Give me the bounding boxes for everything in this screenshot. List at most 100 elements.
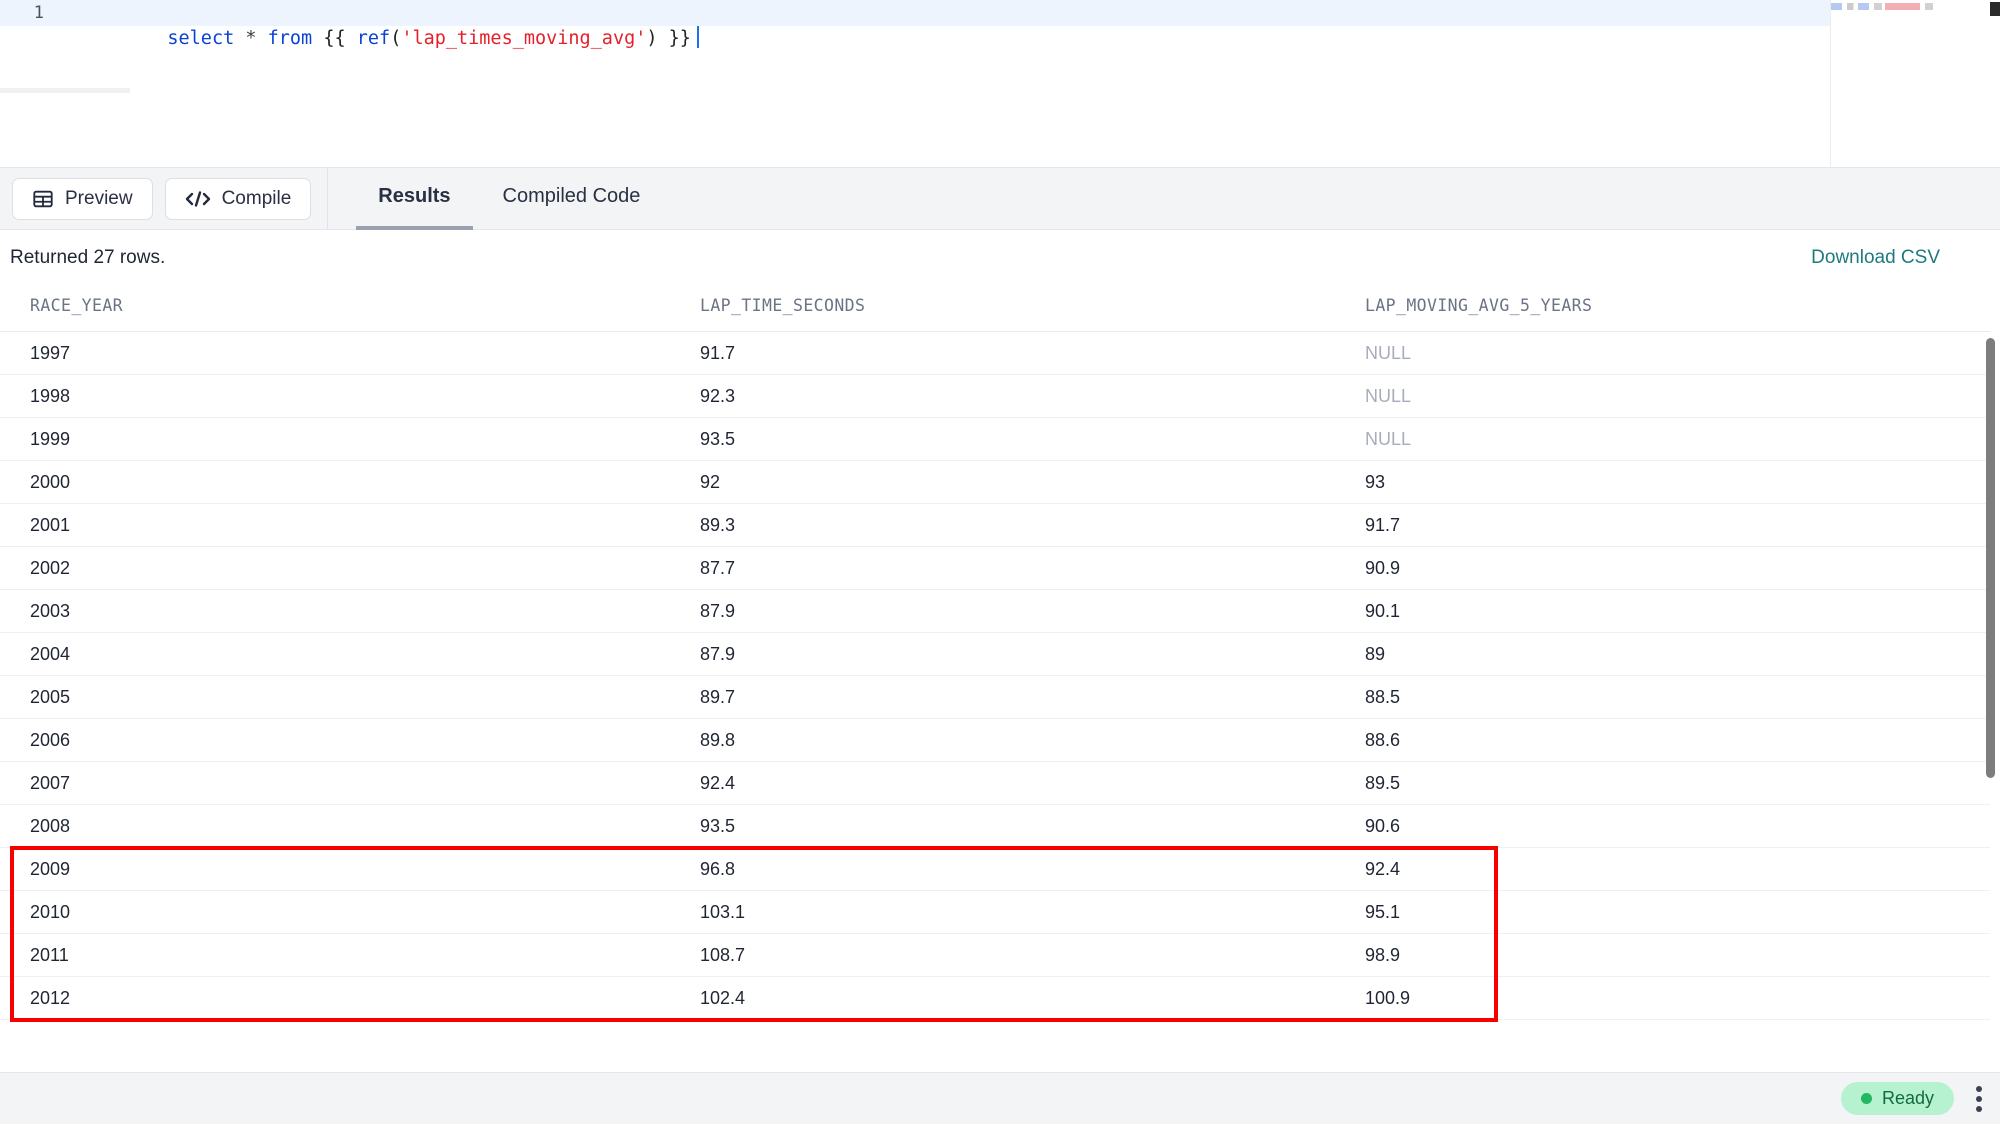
cell-race-year: 2011: [0, 933, 700, 977]
table-row[interactable]: 2004 87.9 89: [0, 632, 1990, 676]
results-table-head: RACE_YEAR LAP_TIME_SECONDS LAP_MOVING_AVG_…: [0, 286, 1990, 332]
table-row[interactable]: 2008 93.5 90.6: [0, 804, 1990, 848]
cell-lap-moving-avg-5-years: 91.7: [1365, 503, 1990, 547]
cell-lap-time-seconds: 92.4: [700, 761, 1365, 805]
status-dot-icon: [1860, 1093, 1872, 1104]
results-vertical-scrollbar[interactable]: [1986, 338, 1995, 778]
cell-race-year: 2009: [0, 847, 700, 891]
more-options-icon[interactable]: [1972, 1082, 1986, 1116]
compile-button-label: Compile: [221, 187, 292, 209]
editor-vertical-scrollbar[interactable]: [1990, 2, 2000, 16]
cell-race-year: 2002: [0, 546, 700, 590]
editor-minimap[interactable]: [1830, 0, 1990, 167]
cell-lap-time-seconds: 87.9: [700, 589, 1365, 633]
results-table-body: 1997 91.7 NULL 1998 92.3 NULL 1999 93.5 NULL 2000…: [0, 331, 1990, 1020]
code-token-1: *: [245, 28, 268, 49]
cell-race-year: 2010: [0, 890, 700, 934]
cell-lap-moving-avg-5-years: 88.5: [1365, 675, 1990, 719]
table-row[interactable]: 2005 89.7 88.5: [0, 675, 1990, 719]
cell-lap-time-seconds: 87.9: [700, 632, 1365, 676]
sql-editor[interactable]: 1 select * from {{ ref('lap_times_moving…: [0, 0, 2000, 168]
code-token-6: 'lap_times_moving_avg': [401, 28, 647, 49]
cell-lap-moving-avg-5-years: 89: [1365, 632, 1990, 676]
column-header-race_year[interactable]: RACE_YEAR: [0, 286, 700, 332]
results-header: Returned 27 rows. Download CSV: [0, 230, 2000, 286]
cell-race-year: 1997: [0, 331, 700, 375]
table-row[interactable]: 1998 92.3 NULL: [0, 374, 1990, 418]
cell-race-year: 1999: [0, 417, 700, 461]
code-token-7: ): [646, 28, 658, 49]
cell-lap-moving-avg-5-years: 98.9: [1365, 933, 1990, 977]
column-header-lap_moving_avg_5_years[interactable]: LAP_MOVING_AVG_5_YEARS: [1365, 286, 1990, 332]
table-row[interactable]: 2009 96.8 92.4: [0, 847, 1990, 891]
table-row[interactable]: 1997 91.7 NULL: [0, 331, 1990, 375]
code-tokens: select * from {{ ref('lap_times_moving_a…: [167, 28, 691, 49]
cell-race-year: 2004: [0, 632, 700, 676]
tab-compiled-code[interactable]: Compiled Code: [502, 185, 641, 207]
tab-results[interactable]: Results: [356, 168, 473, 230]
code-token-4: ref: [356, 28, 391, 49]
cell-lap-time-seconds: 96.8: [700, 847, 1365, 891]
cell-lap-moving-avg-5-years: NULL: [1365, 331, 1990, 375]
cell-lap-time-seconds: 89.3: [700, 503, 1365, 547]
cell-lap-time-seconds: 92: [700, 460, 1365, 504]
preview-button-label: Preview: [65, 187, 133, 209]
editor-placeholder-rule: [0, 88, 130, 93]
code-token-0: select: [167, 28, 246, 49]
status-badge-label: Ready: [1881, 1088, 1934, 1108]
cell-lap-moving-avg-5-years: 89.5: [1365, 761, 1990, 805]
table-grid-icon: [32, 188, 54, 210]
cell-race-year: 2001: [0, 503, 700, 547]
table-row[interactable]: 2001 89.3 91.7: [0, 503, 1990, 547]
table-header-row: RACE_YEAR LAP_TIME_SECONDS LAP_MOVING_AVG_…: [0, 286, 1990, 332]
cell-lap-time-seconds: 93.5: [700, 804, 1365, 848]
cell-lap-moving-avg-5-years: NULL: [1365, 417, 1990, 461]
table-row[interactable]: 2006 89.8 88.6: [0, 718, 1990, 762]
code-token-2: from: [267, 28, 324, 49]
cell-lap-moving-avg-5-years: 100.9: [1365, 976, 1990, 1020]
editor-scroll-area[interactable]: 1 select * from {{ ref('lap_times_moving…: [0, 0, 2000, 167]
cell-lap-time-seconds: 93.5: [700, 417, 1365, 461]
table-row[interactable]: 2000 92 93: [0, 460, 1990, 504]
table-row[interactable]: 2002 87.7 90.9: [0, 546, 1990, 590]
table-row[interactable]: 1999 93.5 NULL: [0, 417, 1990, 461]
action-button-group: Preview Compile: [0, 177, 327, 220]
cell-race-year: 2006: [0, 718, 700, 762]
toolbar-divider: [327, 167, 329, 230]
cell-lap-time-seconds: 102.4: [700, 976, 1365, 1020]
rows-returned-text: Returned 27 rows.: [10, 247, 166, 268]
cell-race-year: 2005: [0, 675, 700, 719]
line-number: 1: [33, 3, 44, 23]
cell-lap-moving-avg-5-years: 90.6: [1365, 804, 1990, 848]
cell-race-year: 1998: [0, 374, 700, 418]
code-token-5: (: [390, 28, 402, 49]
cell-lap-moving-avg-5-years: 88.6: [1365, 718, 1990, 762]
results-table-container[interactable]: RACE_YEAR LAP_TIME_SECONDS LAP_MOVING_AVG_…: [0, 286, 2000, 1072]
code-content[interactable]: select * from {{ ref('lap_times_moving_a…: [56, 0, 699, 78]
table-row[interactable]: 2010 103.1 95.1: [0, 890, 1990, 934]
results-toolbar: Preview Compile Results Compiled Code: [0, 167, 2000, 230]
cell-race-year: 2000: [0, 460, 700, 504]
text-caret: [696, 26, 699, 48]
table-row[interactable]: 2012 102.4 100.9: [0, 976, 1990, 1020]
editor-line-1[interactable]: 1 select * from {{ ref('lap_times_moving…: [0, 0, 1830, 49]
preview-button[interactable]: Preview: [12, 177, 153, 220]
cell-lap-time-seconds: 89.7: [700, 675, 1365, 719]
table-row[interactable]: 2007 92.4 89.5: [0, 761, 1990, 805]
cell-race-year: 2008: [0, 804, 700, 848]
cell-lap-time-seconds: 91.7: [700, 331, 1365, 375]
compile-button[interactable]: Compile: [164, 177, 312, 220]
cell-lap-time-seconds: 89.8: [700, 718, 1365, 762]
status-badge: Ready: [1840, 1082, 1954, 1115]
cell-lap-time-seconds: 108.7: [700, 933, 1365, 977]
download-csv-link[interactable]: Download CSV: [1811, 247, 1940, 268]
results-table: RACE_YEAR LAP_TIME_SECONDS LAP_MOVING_AVG_…: [0, 286, 1990, 1020]
cell-lap-time-seconds: 92.3: [700, 374, 1365, 418]
table-row[interactable]: 2003 87.9 90.1: [0, 589, 1990, 633]
column-header-lap_time_seconds[interactable]: LAP_TIME_SECONDS: [700, 286, 1365, 332]
cell-lap-moving-avg-5-years: 95.1: [1365, 890, 1990, 934]
cell-lap-time-seconds: 87.7: [700, 546, 1365, 590]
table-row[interactable]: 2011 108.7 98.9: [0, 933, 1990, 977]
code-brackets-icon: [185, 189, 211, 209]
